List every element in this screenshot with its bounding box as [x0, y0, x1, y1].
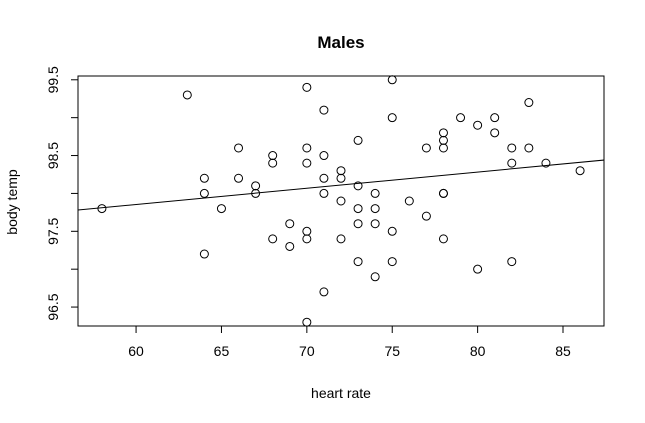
data-point-21 [319, 105, 329, 115]
data-point-62 [541, 158, 551, 168]
data-point-6 [234, 143, 244, 153]
plot-frame [77, 75, 605, 327]
data-point-33 [353, 219, 363, 229]
data-point-32 [353, 204, 363, 214]
data-point-29 [336, 234, 346, 244]
data-point-25 [319, 287, 329, 297]
data-point-51 [438, 234, 448, 244]
data-point-41 [387, 226, 397, 236]
data-point-58 [507, 158, 517, 168]
y-tick-label-98.5: 98.5 [45, 142, 61, 169]
data-point-10 [268, 151, 278, 161]
data-point-24 [319, 188, 329, 198]
data-point-35 [370, 188, 380, 198]
data-point-13 [285, 219, 295, 229]
data-point-5 [216, 204, 226, 214]
data-point-54 [473, 264, 483, 274]
data-point-37 [370, 219, 380, 229]
data-point-27 [336, 173, 346, 183]
data-point-2 [199, 173, 209, 183]
data-point-53 [473, 120, 483, 130]
data-point-42 [387, 257, 397, 267]
data-point-15 [302, 82, 312, 92]
data-point-16 [302, 143, 312, 153]
x-tick-label-60: 60 [128, 343, 144, 359]
data-point-28 [336, 196, 346, 206]
data-point-1 [182, 90, 192, 100]
data-point-60 [524, 98, 534, 108]
plot-marks: 60 65 70 75 80 85 96.5 97.5 98.5 99.5 [45, 66, 605, 359]
x-tick-label-80: 80 [470, 343, 486, 359]
data-point-3 [199, 188, 209, 198]
x-tick-label-75: 75 [384, 343, 400, 359]
x-tick-label-70: 70 [299, 343, 315, 359]
data-point-31 [353, 181, 363, 191]
data-point-44 [421, 143, 431, 153]
regression-line [78, 159, 604, 211]
data-point-47 [438, 135, 448, 145]
data-point-18 [302, 226, 312, 236]
data-point-12 [268, 234, 278, 244]
x-axis-label: heart rate [311, 385, 371, 401]
y-axis-label: body temp [4, 169, 20, 235]
data-point-40 [387, 113, 397, 123]
data-point-55 [490, 113, 500, 123]
data-point-8 [251, 181, 261, 191]
data-point-9 [251, 188, 261, 198]
data-point-0 [97, 204, 107, 214]
data-point-57 [507, 143, 517, 153]
data-point-14 [285, 241, 295, 251]
data-point-36 [370, 204, 380, 214]
data-point-43 [404, 196, 414, 206]
data-point-26 [336, 166, 346, 176]
data-point-48 [438, 143, 448, 153]
data-point-63 [575, 166, 585, 176]
y-tick-label-97.5: 97.5 [45, 217, 61, 244]
x-tick-label-85: 85 [555, 343, 571, 359]
data-point-4 [199, 249, 209, 259]
data-point-59 [507, 257, 517, 267]
data-point-19 [302, 234, 312, 244]
data-point-23 [319, 173, 329, 183]
data-point-7 [234, 173, 244, 183]
data-point-52 [456, 113, 466, 123]
y-tick-label-99.5: 99.5 [45, 66, 61, 93]
data-point-50 [438, 188, 448, 198]
data-point-20 [302, 317, 312, 327]
data-point-38 [370, 272, 380, 282]
data-point-34 [353, 257, 363, 267]
chart-title: Males [317, 33, 364, 52]
data-point-61 [524, 143, 534, 153]
data-point-11 [268, 158, 278, 168]
data-point-39 [387, 75, 397, 85]
data-point-56 [490, 128, 500, 138]
data-point-46 [438, 128, 448, 138]
x-tick-label-65: 65 [214, 343, 230, 359]
data-point-45 [421, 211, 431, 221]
data-point-17 [302, 158, 312, 168]
data-point-30 [353, 135, 363, 145]
y-tick-label-96.5: 96.5 [45, 293, 61, 320]
data-point-22 [319, 151, 329, 161]
